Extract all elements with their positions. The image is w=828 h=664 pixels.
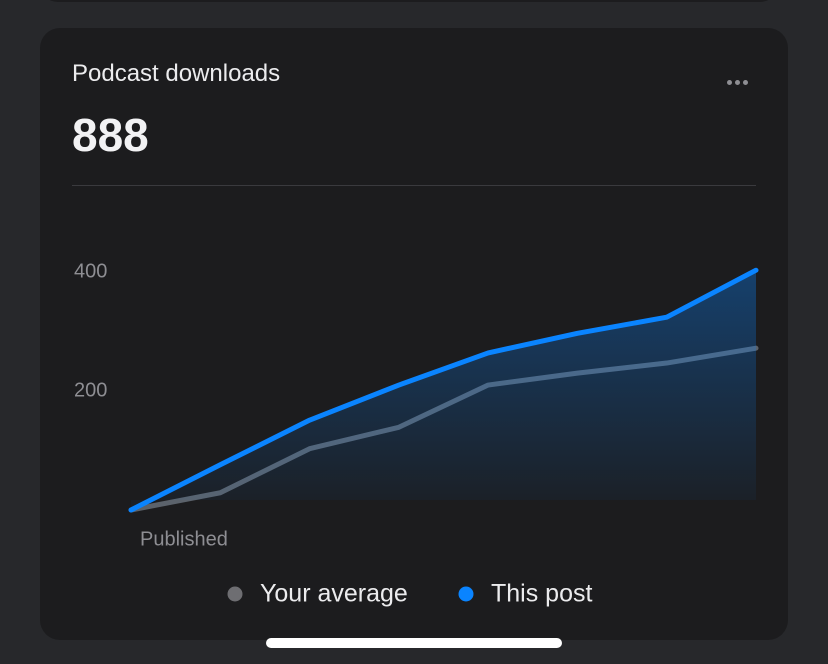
y-tick-label: 400 [74, 260, 107, 282]
divider [72, 185, 756, 186]
previous-card [40, 0, 778, 2]
legend-dot [458, 586, 474, 602]
home-indicator [266, 638, 562, 648]
area [131, 270, 756, 510]
x-tick-label: Published [140, 528, 228, 550]
legend-label: This post [491, 580, 592, 608]
more-button[interactable] [727, 72, 751, 90]
legend-dot [227, 586, 243, 602]
y-tick-label: 200 [74, 379, 107, 401]
line [128, 267, 759, 513]
card-total: 888 [72, 109, 149, 161]
card-title: Podcast downloads [72, 60, 281, 87]
legend-label: Your average [260, 580, 408, 608]
